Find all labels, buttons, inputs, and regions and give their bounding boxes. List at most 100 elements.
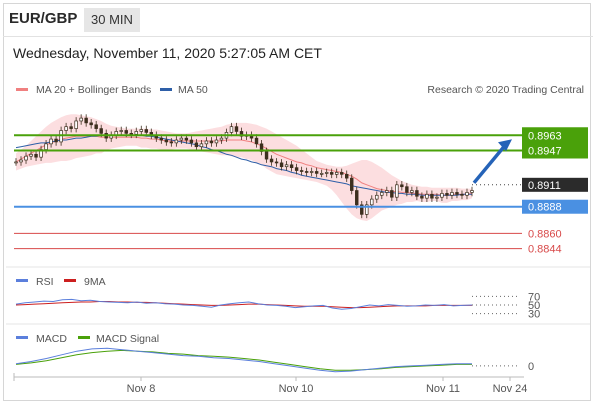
candle-body	[139, 129, 143, 132]
candle-body	[340, 172, 344, 175]
candle	[425, 190, 429, 202]
candle-body	[129, 133, 133, 135]
candle-body	[174, 139, 179, 144]
candle-body	[89, 122, 93, 126]
x-axis-tick-label: Nov 10	[279, 383, 314, 395]
candle	[390, 186, 394, 202]
candle	[139, 125, 143, 136]
candle-body	[29, 153, 33, 157]
candle-body	[289, 164, 294, 169]
candle	[234, 122, 239, 136]
candle	[445, 189, 449, 200]
candle-body	[164, 139, 169, 143]
candle-body	[64, 126, 68, 131]
ma50-legend-label: MA 50	[178, 84, 208, 96]
candle	[415, 186, 419, 201]
rsi-ma-legend-swatch	[64, 279, 76, 282]
macd-signal-legend-swatch	[78, 336, 90, 339]
candle-body	[299, 170, 304, 172]
candle	[69, 122, 73, 133]
candle	[360, 201, 364, 219]
candle-body	[440, 193, 444, 198]
rsi-legend-swatch	[16, 279, 28, 282]
macd-signal-line	[15, 349, 472, 371]
candle-body	[269, 158, 274, 163]
candle-body	[425, 193, 429, 199]
candle	[329, 168, 334, 179]
candle	[24, 152, 28, 164]
candle	[400, 181, 404, 191]
candle	[89, 119, 93, 129]
candle-body	[415, 190, 419, 197]
candle-body	[390, 190, 394, 198]
candle-body	[350, 177, 354, 191]
x-axis: Nov 8 Nov 10 Nov 11 Nov 24	[13, 373, 527, 395]
rsi-line	[15, 298, 473, 310]
rsi-tick-label: 30	[528, 309, 540, 321]
candle-body	[465, 192, 469, 196]
candle-body	[234, 126, 239, 132]
candle	[294, 163, 299, 175]
credit-label: Research © 2020 Trading Central	[427, 84, 584, 96]
candle-body	[319, 173, 324, 175]
chart-frame	[3, 3, 591, 401]
candle-body	[34, 153, 38, 158]
candle-body	[304, 171, 309, 173]
candle	[94, 120, 98, 133]
candle	[254, 134, 259, 148]
target-price-box	[522, 127, 588, 159]
candle	[460, 190, 464, 200]
candle-body	[194, 142, 199, 148]
candle-body	[19, 159, 23, 163]
candle-body	[44, 143, 48, 150]
candle-body	[450, 192, 454, 196]
candle	[34, 150, 38, 161]
candle-body	[334, 172, 339, 175]
candle-body	[324, 172, 329, 174]
candle-body	[74, 120, 78, 129]
bollinger-band	[16, 114, 472, 221]
candle-body	[405, 186, 409, 193]
ma50-legend-swatch	[160, 88, 172, 91]
support-level-label: 0.8860	[528, 228, 562, 240]
macd-signal-legend-label: MACD Signal	[96, 333, 159, 345]
candle-body	[430, 193, 434, 199]
candle	[435, 193, 439, 202]
candle-body	[214, 139, 219, 144]
macd-legend: MACD MACD Signal	[16, 333, 159, 345]
candle	[410, 186, 414, 197]
candle	[19, 156, 23, 166]
candle	[365, 201, 369, 219]
candle	[440, 189, 444, 202]
candle	[420, 192, 424, 202]
candle	[279, 159, 284, 171]
candle-body	[94, 124, 98, 129]
candle	[455, 188, 459, 199]
candle-body	[134, 131, 138, 135]
candle-body	[460, 193, 464, 196]
candle-body	[470, 190, 474, 193]
candle-body	[445, 193, 449, 196]
candle	[314, 167, 319, 178]
candle-body	[169, 141, 174, 144]
candle-body	[309, 171, 314, 173]
candle	[194, 139, 199, 151]
candle	[405, 182, 409, 197]
rsi-ma-line	[15, 301, 472, 309]
candle-body	[254, 137, 259, 145]
candle-body	[179, 137, 184, 141]
candle	[465, 188, 469, 200]
candle-body	[284, 164, 289, 168]
candle	[304, 167, 309, 177]
timeframe-badge[interactable]: 30 MIN	[84, 8, 140, 32]
macd-legend-label: MACD	[36, 333, 67, 345]
candle	[14, 158, 18, 166]
price-panel	[14, 114, 474, 221]
rsi-tick-label: 50	[528, 300, 540, 312]
candle-body	[229, 126, 234, 133]
candle-body	[395, 184, 399, 198]
rsi-legend: RSI 9MA	[16, 276, 106, 288]
candle	[309, 167, 314, 177]
candle-body	[410, 190, 414, 193]
